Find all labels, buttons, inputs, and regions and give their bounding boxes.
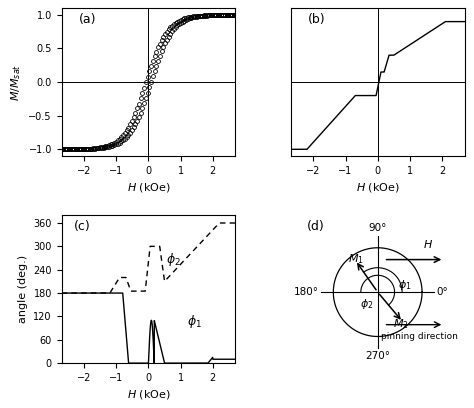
- Text: $\phi_1$: $\phi_1$: [187, 313, 201, 330]
- Text: $\phi_1$: $\phi_1$: [398, 278, 411, 292]
- X-axis label: $H$ (kOe): $H$ (kOe): [127, 181, 170, 194]
- Text: 0°: 0°: [437, 287, 448, 297]
- Text: 270°: 270°: [365, 351, 390, 361]
- Text: 90°: 90°: [368, 223, 387, 233]
- X-axis label: $H$ (kOe): $H$ (kOe): [356, 181, 400, 194]
- Text: (a): (a): [79, 13, 97, 26]
- Text: $M_1$: $M_1$: [348, 252, 364, 266]
- X-axis label: $H$ (kOe): $H$ (kOe): [127, 388, 170, 401]
- Text: $\phi_2$: $\phi_2$: [360, 297, 374, 311]
- Text: (d): (d): [307, 220, 324, 233]
- Text: $H$: $H$: [423, 238, 433, 250]
- Text: (c): (c): [74, 220, 91, 233]
- Text: $M_2$: $M_2$: [393, 317, 409, 331]
- Text: pinning direction: pinning direction: [381, 333, 457, 341]
- Y-axis label: $M/M_\mathregular{sat}$: $M/M_\mathregular{sat}$: [9, 64, 23, 101]
- Text: (b): (b): [308, 13, 326, 26]
- Text: $\phi_2$: $\phi_2$: [166, 251, 181, 268]
- Text: 180°: 180°: [293, 287, 319, 297]
- Y-axis label: angle (deg.): angle (deg.): [18, 255, 28, 323]
